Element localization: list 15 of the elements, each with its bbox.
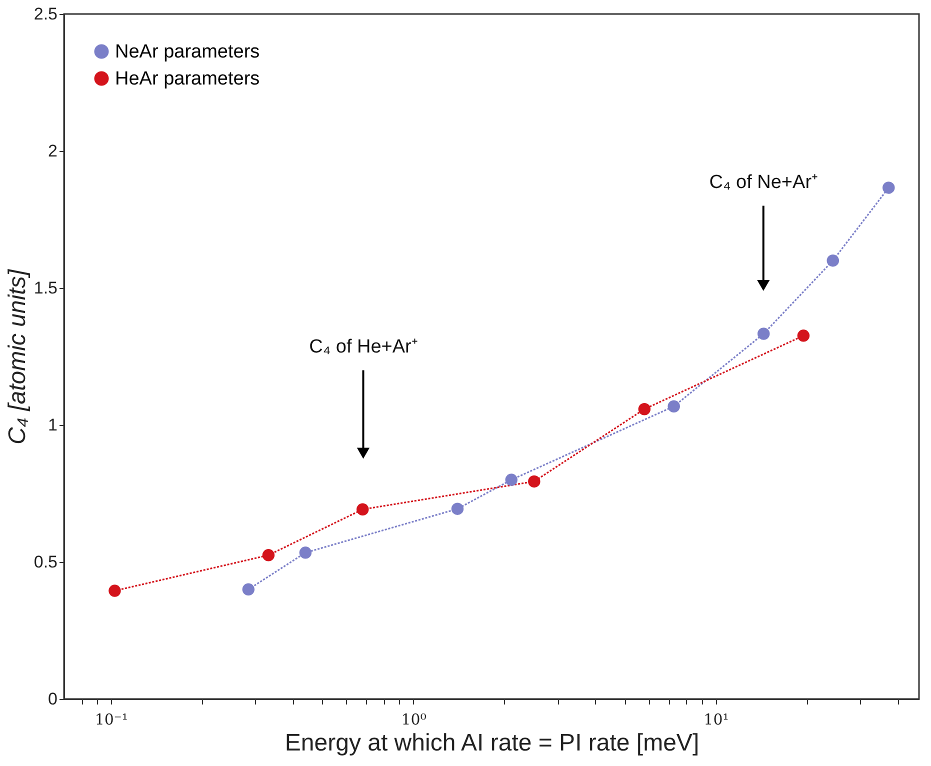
y-axis-title: C₄ [atomic units] <box>4 268 31 445</box>
x-tick-label: 10¹ <box>704 710 729 728</box>
x-tick-label: 10⁰ <box>401 710 426 728</box>
y-tick-label: 2.5 <box>34 4 58 24</box>
y-tick-label: 0.5 <box>34 552 58 572</box>
legend-label: HeAr parameters <box>115 68 260 90</box>
x-tick-label: 10⁻¹ <box>94 710 128 728</box>
y-tick-label: 2 <box>48 142 58 160</box>
annotation: C₄ of He+Ar⁺ <box>309 336 418 358</box>
x-axis-title: Energy at which AI rate = PI rate [meV] <box>284 730 700 756</box>
y-tick-label: 1 <box>48 416 58 434</box>
legend-label: NeAr parameters <box>115 42 260 62</box>
annotation: C₄ of Ne+Ar⁺ <box>709 172 818 194</box>
y-tick-label: 0 <box>48 690 58 708</box>
y-tick-label: 1.5 <box>34 278 58 298</box>
